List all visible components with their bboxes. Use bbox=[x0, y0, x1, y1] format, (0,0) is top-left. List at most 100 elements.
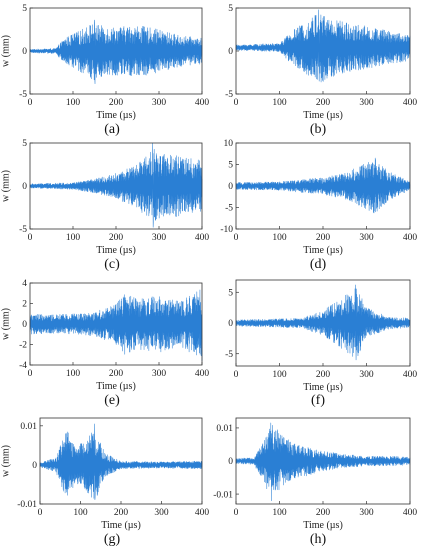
ytick-label-d-0: -10 bbox=[220, 225, 233, 235]
y-axis-label-e: w (mm) bbox=[1, 308, 12, 340]
x-axis-label-b: Time (µs) bbox=[303, 110, 343, 121]
caption-e: (e) bbox=[104, 393, 120, 408]
caption-f: (f) bbox=[311, 393, 325, 408]
xtick-label-g-2: 200 bbox=[114, 508, 129, 518]
xtick-label-b-4: 400 bbox=[403, 98, 418, 108]
waveform-trace-b bbox=[235, 9, 411, 83]
ytick-label-d-3: 5 bbox=[228, 161, 233, 171]
xtick-label-d-0: 0 bbox=[234, 233, 239, 243]
ytick-label-g-2: 0.01 bbox=[20, 422, 37, 432]
waveform-trace-g bbox=[39, 423, 203, 501]
y-axis-label-c: w (mm) bbox=[1, 170, 12, 202]
ytick-label-b-1: 0 bbox=[228, 47, 233, 57]
xtick-label-d-3: 300 bbox=[359, 233, 374, 243]
panel-e: 0 100 200 300 400 -4 -2 0 2 4 Time (µs) w (mm) bbox=[1, 279, 210, 392]
ytick-label-c-0: -5 bbox=[19, 225, 27, 235]
ytick-label-b-2: 5 bbox=[228, 4, 233, 14]
ytick-label-h-0: -0.01 bbox=[213, 490, 233, 500]
ytick-label-a-2: 5 bbox=[22, 4, 27, 14]
xtick-label-e-1: 100 bbox=[66, 369, 81, 379]
xtick-label-b-2: 200 bbox=[316, 98, 331, 108]
caption-a: (a) bbox=[104, 122, 120, 137]
x-axis-label-f: Time (µs) bbox=[303, 382, 343, 393]
xtick-label-e-2: 200 bbox=[109, 369, 124, 379]
xtick-label-f-1: 100 bbox=[272, 370, 287, 380]
y-axis-label-a: w (mm) bbox=[1, 35, 12, 67]
xtick-label-h-0: 0 bbox=[234, 508, 239, 518]
ytick-label-f-2: 5 bbox=[228, 288, 233, 298]
x-axis-label-c: Time (µs) bbox=[96, 245, 136, 256]
xtick-label-h-1: 100 bbox=[272, 508, 287, 518]
waveform-trace-a bbox=[29, 19, 203, 84]
xtick-label-g-3: 300 bbox=[154, 508, 169, 518]
xtick-label-b-0: 0 bbox=[234, 98, 239, 108]
waveform-trace-c bbox=[29, 142, 203, 228]
xtick-label-c-4: 400 bbox=[195, 233, 210, 243]
xtick-label-h-4: 400 bbox=[403, 508, 418, 518]
ytick-label-a-0: -5 bbox=[19, 90, 27, 100]
ytick-label-f-0: -5 bbox=[225, 350, 233, 360]
plot-frame-f bbox=[235, 279, 411, 367]
xtick-label-g-0: 0 bbox=[38, 508, 43, 518]
xtick-label-h-3: 300 bbox=[359, 508, 374, 518]
plot-frame-g bbox=[39, 417, 203, 505]
plot-frame-e bbox=[29, 282, 203, 366]
ytick-label-b-0: -5 bbox=[225, 90, 233, 100]
x-axis-label-a: Time (µs) bbox=[96, 110, 136, 121]
ytick-label-d-4: 10 bbox=[224, 139, 234, 149]
xtick-label-c-2: 200 bbox=[109, 233, 124, 243]
xtick-label-a-4: 400 bbox=[195, 98, 210, 108]
xtick-label-g-1: 100 bbox=[73, 508, 88, 518]
xtick-label-e-4: 400 bbox=[195, 369, 210, 379]
xtick-label-a-2: 200 bbox=[109, 98, 124, 108]
caption-d: (d) bbox=[310, 257, 327, 272]
plot-frame-a bbox=[29, 7, 203, 95]
xtick-label-d-4: 400 bbox=[403, 233, 418, 243]
xtick-label-f-3: 300 bbox=[359, 370, 374, 380]
ytick-label-g-1: 0 bbox=[32, 461, 37, 471]
xtick-label-d-2: 200 bbox=[316, 233, 331, 243]
x-axis-label-g: Time (µs) bbox=[101, 520, 141, 531]
xtick-label-a-3: 300 bbox=[152, 98, 167, 108]
ytick-label-d-2: 0 bbox=[228, 182, 233, 192]
x-axis-label-h: Time (µs) bbox=[303, 520, 343, 531]
ytick-label-c-1: 0 bbox=[22, 182, 27, 192]
caption-c: (c) bbox=[104, 257, 120, 272]
xtick-label-b-1: 100 bbox=[272, 98, 287, 108]
xtick-label-f-2: 200 bbox=[316, 370, 331, 380]
xtick-label-a-1: 100 bbox=[66, 98, 81, 108]
ytick-label-e-4: 4 bbox=[22, 279, 27, 289]
xtick-label-g-4: 400 bbox=[195, 508, 210, 518]
ytick-label-h-2: 0.01 bbox=[216, 424, 233, 434]
xtick-label-c-1: 100 bbox=[66, 233, 81, 243]
ytick-label-c-2: 5 bbox=[22, 139, 27, 149]
waveform-trace-f bbox=[235, 284, 411, 361]
caption-g: (g) bbox=[104, 532, 121, 547]
caption-h: (h) bbox=[310, 532, 327, 547]
y-axis-label-g: w (mm) bbox=[1, 445, 12, 477]
waveform-trace-h bbox=[235, 422, 411, 501]
plot-frame-c bbox=[29, 142, 203, 230]
panel-d: 0 100 200 300 400 -10 -5 0 5 10 Time (µs) bbox=[220, 139, 417, 256]
xtick-label-e-3: 300 bbox=[152, 369, 167, 379]
ytick-label-d-1: -5 bbox=[225, 204, 233, 214]
xtick-label-e-0: 0 bbox=[28, 369, 33, 379]
caption-b: (b) bbox=[310, 122, 327, 137]
waveform-trace-e bbox=[29, 289, 203, 361]
ytick-label-e-0: -4 bbox=[19, 361, 27, 371]
ytick-label-e-1: -2 bbox=[19, 341, 27, 351]
xtick-label-b-3: 300 bbox=[359, 98, 374, 108]
xtick-label-c-3: 300 bbox=[152, 233, 167, 243]
ytick-label-h-1: 0 bbox=[228, 457, 233, 467]
ytick-label-a-1: 0 bbox=[22, 47, 27, 57]
plot-frame-d bbox=[235, 142, 411, 230]
waveform-trace-d bbox=[235, 157, 411, 214]
plot-frame-b bbox=[235, 7, 411, 95]
